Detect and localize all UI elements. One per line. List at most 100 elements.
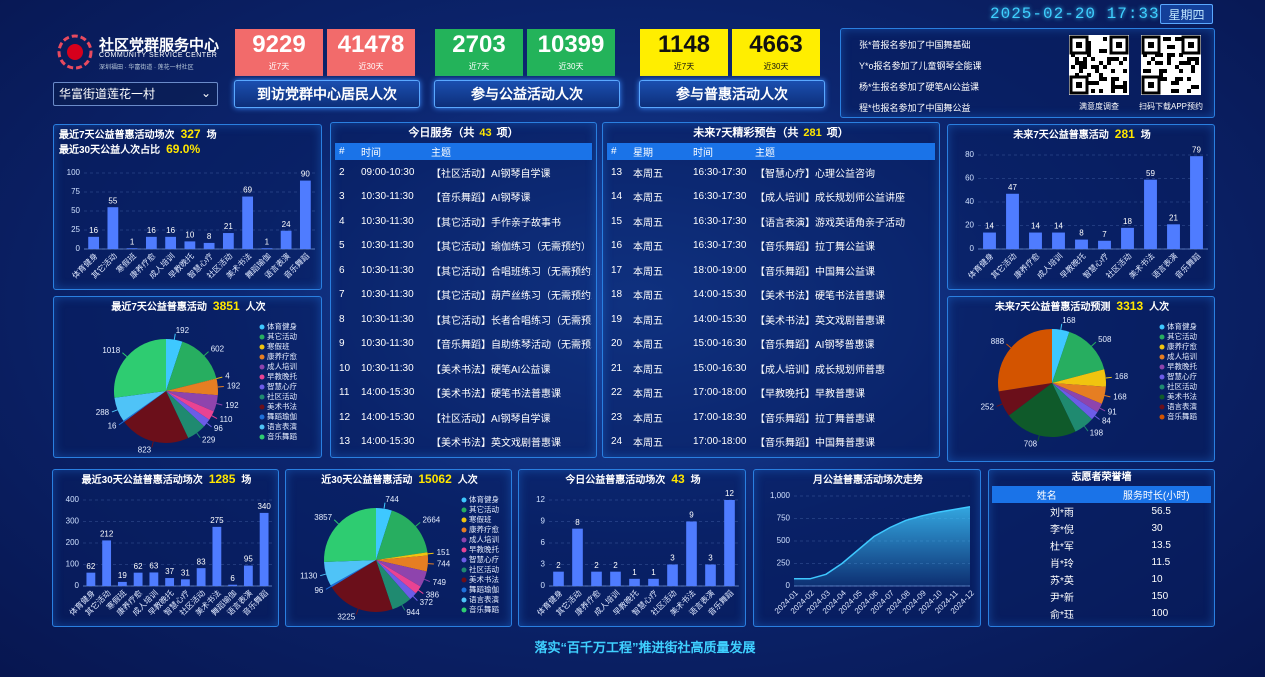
chart-panel: 今日公益普惠活动场次 43 场 0 3 6 9 12 2 体育健身 8 其它活动 2 康养疗愈 2 成人培训 1… xyxy=(518,469,746,627)
community-selector[interactable]: 华富街道莲花一村 ⌄ xyxy=(53,82,218,106)
leader-line xyxy=(325,585,332,590)
bar xyxy=(117,581,127,586)
column-header: 时间 xyxy=(357,143,427,160)
pie-slice xyxy=(376,560,411,610)
table-row: 12 14:00-15:30 【社区活动】AI钢琴自学课 xyxy=(335,405,592,430)
table-panel: 今日服务（共 43 项） # 时间 主题 2 09:00-10:30 【社区活动】AI钢琴自学课… xyxy=(330,122,597,458)
chart: 月公益普惠活动场次走势02505007501,0002024-012024-02… xyxy=(770,473,976,616)
title-text: 最近30天公益普惠活动场次 xyxy=(82,473,203,486)
qr-module xyxy=(1111,69,1115,73)
legend-swatch xyxy=(259,374,265,380)
pie-slice xyxy=(1052,383,1093,432)
qr-module xyxy=(1191,69,1195,73)
table-cell: 本周五 xyxy=(633,217,663,229)
qr-module xyxy=(1123,69,1127,73)
qr-module xyxy=(1091,81,1095,85)
legend-label: 美术书法 xyxy=(267,401,297,411)
qr-module xyxy=(1195,85,1199,89)
qr-module xyxy=(1123,81,1127,85)
legend-swatch xyxy=(259,364,265,370)
value-label: 7 xyxy=(1102,230,1107,239)
value-label: 37 xyxy=(165,567,174,576)
stat-number: 10399 xyxy=(537,31,605,58)
y-tick-label: 50 xyxy=(71,206,80,215)
table-row: 苏*英 10 xyxy=(992,571,1211,588)
y-tick-label: 0 xyxy=(541,581,546,590)
leader-line xyxy=(173,333,176,340)
table-row: 尹*新 150 xyxy=(992,588,1211,605)
qr-module xyxy=(1091,89,1095,93)
qr-module xyxy=(1187,57,1191,61)
legend-label: 早教晚托 xyxy=(267,371,297,381)
table-cell: 【音乐舞蹈】拉丁舞普惠课 xyxy=(755,413,875,425)
y-tick-label: 75 xyxy=(71,187,80,196)
value-label: 10 xyxy=(185,231,194,240)
slice-label: 110 xyxy=(220,415,233,424)
qr-module xyxy=(1187,77,1191,81)
table-row: 20 本周五 15:00-16:30 【音乐舞蹈】AI钢琴普惠课 xyxy=(607,332,935,357)
legend-swatch xyxy=(1159,334,1165,340)
legend-label: 语言表演 xyxy=(1167,401,1197,411)
table-row: 杜*军 13.5 xyxy=(992,537,1211,554)
value-label: 19 xyxy=(118,571,127,580)
title-unit: 场 xyxy=(691,473,701,486)
pie-slice xyxy=(998,329,1052,392)
value-label: 63 xyxy=(149,562,158,571)
slice-label: 372 xyxy=(420,598,434,607)
pie-slice xyxy=(166,341,217,391)
qr-module xyxy=(1167,61,1171,65)
legend-label: 音乐舞蹈 xyxy=(469,604,499,614)
value-label: 8 xyxy=(207,232,212,241)
legend-label: 舞蹈瑜伽 xyxy=(469,584,499,594)
bar xyxy=(203,242,215,249)
qr-module xyxy=(1147,61,1151,65)
leader-line xyxy=(203,351,209,357)
value-label: 9 xyxy=(689,511,694,520)
bar xyxy=(1075,239,1088,249)
pie-slice xyxy=(1008,383,1076,437)
table-cell: 16:30-17:30 xyxy=(693,215,747,227)
leader-line xyxy=(196,432,201,439)
stat-box: 10399 近30天 xyxy=(527,29,615,76)
qr-finder-core xyxy=(1148,82,1154,88)
pie-slice xyxy=(114,391,166,421)
bar xyxy=(280,230,292,249)
bar xyxy=(983,232,996,249)
y-tick-label: 0 xyxy=(75,581,80,590)
stat-number: 4663 xyxy=(749,31,803,58)
legend-label: 寒假班 xyxy=(469,514,492,524)
qr-module xyxy=(1079,69,1083,73)
bar xyxy=(243,565,253,586)
bar xyxy=(1029,232,1042,249)
table-row: 17 本周五 18:00-19:00 【音乐舞蹈】中国舞公益课 xyxy=(607,258,935,283)
value-label: 14 xyxy=(1054,222,1063,231)
title-total: 43 xyxy=(671,472,685,486)
table-cell: 2 xyxy=(339,166,345,178)
leader-line xyxy=(122,352,128,358)
y-tick-label: 250 xyxy=(777,559,791,568)
table-cell: 10:30-11:30 xyxy=(361,338,414,350)
y-tick-label: 300 xyxy=(66,517,80,526)
table-cell: 12 xyxy=(339,411,351,423)
title-text: 未来7天公益普惠活动预测 xyxy=(994,300,1111,313)
title-total: 3851 xyxy=(213,299,240,313)
table-cell: 【音乐舞蹈】AI钢琴普惠课 xyxy=(755,340,875,352)
tbody: 2 09:00-10:30 【社区活动】AI钢琴自学课 3 10:30-11:30 【音乐… xyxy=(335,160,592,454)
table-cell: 6 xyxy=(339,264,345,276)
legend-swatch xyxy=(461,527,467,533)
legend-swatch xyxy=(1159,324,1165,330)
qr-module xyxy=(1159,53,1163,57)
slice-label: 508 xyxy=(1098,335,1112,344)
legend-swatch xyxy=(259,424,265,430)
bar xyxy=(705,564,716,586)
stat-box: 9229 近7天 xyxy=(235,29,323,76)
column-header: # xyxy=(335,143,357,160)
table-cell: 【美术书法】硬笔书法普惠课 xyxy=(431,389,561,401)
pie-slice xyxy=(330,560,376,588)
slice-label: 168 xyxy=(1115,372,1129,381)
title-unit: 人次 xyxy=(1149,300,1169,313)
title-text: 最近7天公益普惠活动场次 xyxy=(59,128,175,141)
table-cell: 14:00-15:30 xyxy=(361,436,415,448)
table-row: 18 本周五 14:00-15:30 【美术书法】硬笔书法普惠课 xyxy=(607,283,935,308)
value-label: 79 xyxy=(1192,145,1201,154)
